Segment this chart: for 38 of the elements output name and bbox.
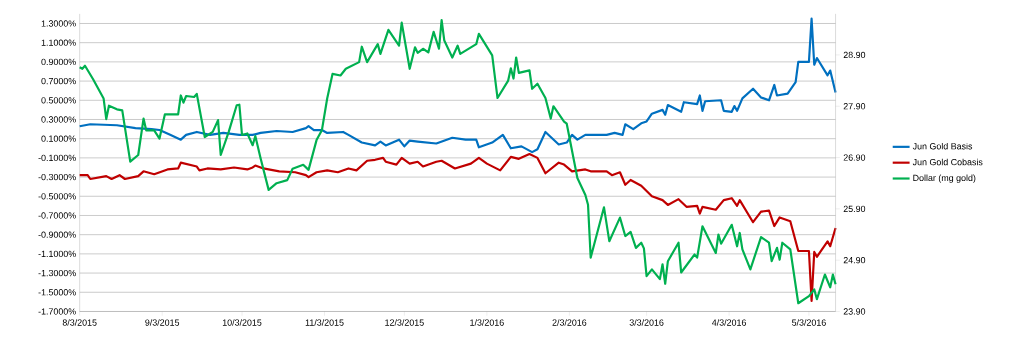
legend-label: Jun Gold Cobasis — [912, 158, 983, 166]
x-tick-label: 5/3/2016 — [791, 319, 826, 326]
y-tick-label: 1.3000% — [41, 20, 76, 27]
y-tick-label: 0.5000% — [41, 97, 76, 104]
y2-tick-label: 23.90 — [843, 308, 866, 315]
y-tick-label: 0.9000% — [41, 58, 76, 65]
x-tick-label: 4/3/2016 — [711, 319, 746, 326]
y-tick-label: 0.3000% — [41, 116, 76, 123]
y-tick-label: -0.7000% — [38, 212, 76, 219]
y2-tick-label: 26.90 — [843, 154, 866, 161]
y2-tick-label: 28.90 — [843, 51, 866, 58]
y-tick-label: -1.7000% — [38, 308, 76, 315]
x-tick-label: 9/3/2015 — [145, 319, 180, 326]
x-tick-label: 8/3/2015 — [62, 319, 97, 326]
y-tick-label: -0.5000% — [38, 193, 76, 200]
line-series — [78, 18, 837, 305]
x-tick-label: 12/3/2015 — [385, 319, 424, 326]
y-tick-label: -1.1000% — [38, 250, 76, 257]
y-tick-label: -0.1000% — [38, 154, 76, 161]
x-tick-label: 11/3/2015 — [305, 319, 344, 326]
x-tick-label: 2/3/2016 — [552, 319, 587, 326]
y-tick-label: -0.3000% — [38, 173, 76, 181]
x-tick-label: 10/3/2015 — [222, 319, 262, 326]
y-tick-label: -1.5000% — [38, 289, 76, 296]
y-tick-label: -1.3000% — [38, 269, 76, 277]
line-series — [78, 152, 837, 302]
y-tick-label: -0.9000% — [38, 231, 76, 238]
legend-label: Dollar (mg gold) — [913, 174, 976, 183]
y-tick-label: 0.1000% — [41, 135, 76, 142]
y2-tick-label: 27.90 — [843, 102, 866, 110]
x-tick-label: 3/3/2016 — [629, 319, 664, 326]
y-tick-label: 1.1000% — [41, 39, 76, 46]
line-series — [78, 17, 837, 154]
y-tick-label: 0.7000% — [41, 77, 76, 85]
y2-tick-label: 24.90 — [843, 256, 866, 264]
legend-label: Jun Gold Basis — [912, 142, 973, 150]
y2-tick-label: 25.90 — [843, 205, 866, 212]
x-tick-label: 1/3/2016 — [470, 319, 504, 326]
